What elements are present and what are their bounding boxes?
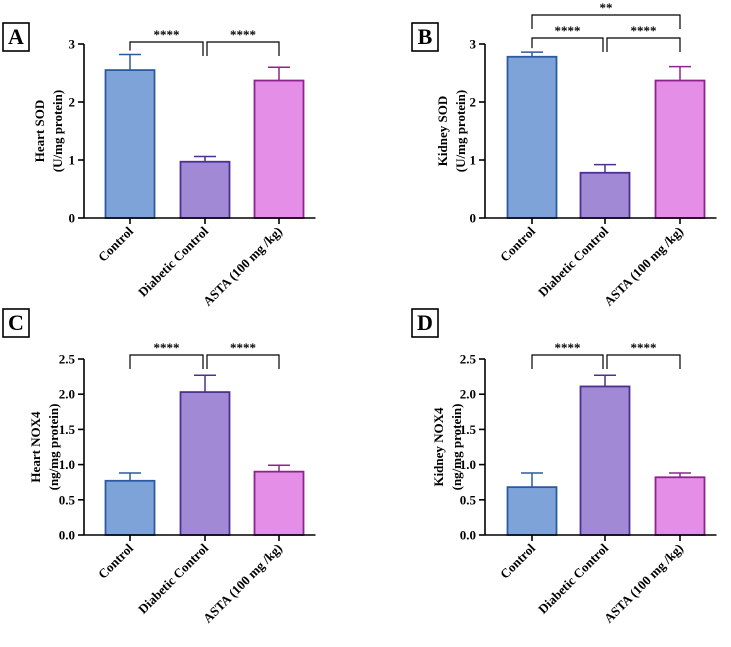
panel-d-ylabel-line-0: Kidney NOX4 — [431, 407, 446, 487]
panel-d-significance-bracket-1 — [606, 354, 681, 369]
panel-d-category-label-1: Diabetic Control — [535, 540, 611, 616]
panel-a-bar-2 — [253, 79, 305, 219]
panel-b-ytick-label-0: 0 — [470, 211, 477, 226]
panel-a-significance-bracket-1 — [206, 41, 280, 56]
panel-c-ytick-label-3: 1.5 — [59, 422, 76, 437]
panel-c-significance-label-0: **** — [154, 340, 180, 355]
panel-a-significance-label-1: **** — [230, 27, 256, 42]
panel-d-significance-label-0: **** — [555, 340, 581, 355]
panel-d-letter-box — [411, 308, 439, 338]
panel-b-category-label-2: ASTA (100 mg /kg) — [601, 224, 686, 309]
panel-c-bar-2 — [253, 470, 305, 536]
panel-a-significance-bracket-0 — [129, 41, 204, 56]
panel-d-bar-1 — [579, 385, 631, 536]
panel-d-ytick-label-1: 0.5 — [460, 492, 477, 507]
panel-b-ytick-label-3: 3 — [470, 37, 477, 52]
panel-c-category-label-1: Diabetic Control — [135, 540, 211, 616]
panel-c-ytick-label-4: 2.0 — [59, 387, 75, 402]
panel-d-ytick-label-5: 2.5 — [460, 352, 477, 367]
panel-b-ylabel-line-1: (U/mg protein) — [453, 90, 468, 172]
panel-c-ylabel-line-1: (ng/mg protein) — [46, 404, 61, 491]
panel-c-ytick-label-5: 2.5 — [59, 352, 76, 367]
panel-b-significance-label-2: ** — [600, 0, 613, 15]
panel-c-significance-bracket-0 — [129, 354, 204, 369]
panel-c-category-label-2: ASTA (100 mg /kg) — [200, 541, 285, 626]
panel-a-letter-box — [2, 22, 30, 52]
panel-a-ylabel-line-1: (U/mg protein) — [50, 90, 65, 172]
panel-b-bar-2 — [654, 79, 706, 219]
panel-a-ytick-label-2: 2 — [69, 95, 76, 110]
panel-b-significance-label-0: **** — [555, 23, 581, 38]
panel-a-ytick-label-0: 0 — [69, 211, 76, 226]
panel-b-category-label-1: Diabetic Control — [535, 223, 611, 299]
panel-d-bar-2 — [654, 476, 706, 536]
panel-b-significance-bracket-2 — [531, 14, 681, 29]
panel-c-ytick-label-0: 0.0 — [59, 528, 75, 543]
panel-b-category-label-0: Control — [497, 223, 538, 264]
panel-c-ytick-label-2: 1.0 — [59, 457, 75, 472]
panel-a-ytick-label-3: 3 — [69, 37, 76, 52]
panel-a-ytick-label-1: 1 — [69, 153, 76, 168]
panel-a-ylabel-line-0: Heart SOD — [32, 100, 47, 162]
panel-a-category-label-1: Diabetic Control — [135, 223, 211, 299]
panel-d-significance-label-1: **** — [631, 340, 657, 355]
panel-b-ylabel-line-0: Kidney SOD — [435, 96, 450, 166]
panel-d-ytick-label-0: 0.0 — [460, 528, 476, 543]
panel-b-letter: B — [418, 24, 433, 49]
panel-a-bar-0 — [104, 69, 156, 219]
panel-d-category-label-0: Control — [497, 540, 538, 581]
panel-b-significance-bracket-1 — [606, 37, 681, 52]
panel-c-bar-0 — [104, 479, 156, 536]
panel-b-ytick-label-1: 1 — [470, 153, 477, 168]
panel-b-bar-0 — [506, 55, 558, 219]
panel-c-ytick-label-1: 0.5 — [59, 492, 76, 507]
panel-c-significance-label-1: **** — [230, 340, 256, 355]
panel-b-bar-1 — [579, 171, 631, 219]
panel-b-ytick-label-2: 2 — [470, 95, 477, 110]
panel-d-ylabel-line-1: (ng/mg protein) — [449, 404, 464, 491]
panel-a-significance-label-0: **** — [154, 27, 180, 42]
panel-c-letter-box — [2, 308, 30, 338]
panel-d-letter: D — [417, 310, 433, 335]
panel-d-ytick-label-2: 1.0 — [460, 457, 476, 472]
panel-a-category-label-2: ASTA (100 mg /kg) — [200, 224, 285, 309]
panel-d-ytick-label-4: 2.0 — [460, 387, 476, 402]
panel-d-category-label-2: ASTA (100 mg /kg) — [601, 541, 686, 626]
panel-d-ytick-label-3: 1.5 — [460, 422, 477, 437]
panel-b-significance-label-1: **** — [631, 23, 657, 38]
panel-a-category-label-0: Control — [95, 223, 136, 264]
panel-c-ylabel-line-0: Heart NOX4 — [28, 411, 43, 483]
panel-d-bar-0 — [506, 486, 558, 536]
panel-a-letter: A — [8, 24, 24, 49]
panel-c-letter: C — [8, 310, 24, 335]
panel-c-category-label-0: Control — [95, 540, 136, 581]
panel-b-significance-bracket-0 — [531, 37, 604, 52]
panel-a-bar-1 — [179, 160, 231, 219]
panel-c-bar-1 — [179, 391, 231, 536]
panel-d-significance-bracket-0 — [531, 354, 604, 369]
panel-c-significance-bracket-1 — [206, 354, 280, 369]
panel-b-letter-box — [411, 22, 439, 52]
